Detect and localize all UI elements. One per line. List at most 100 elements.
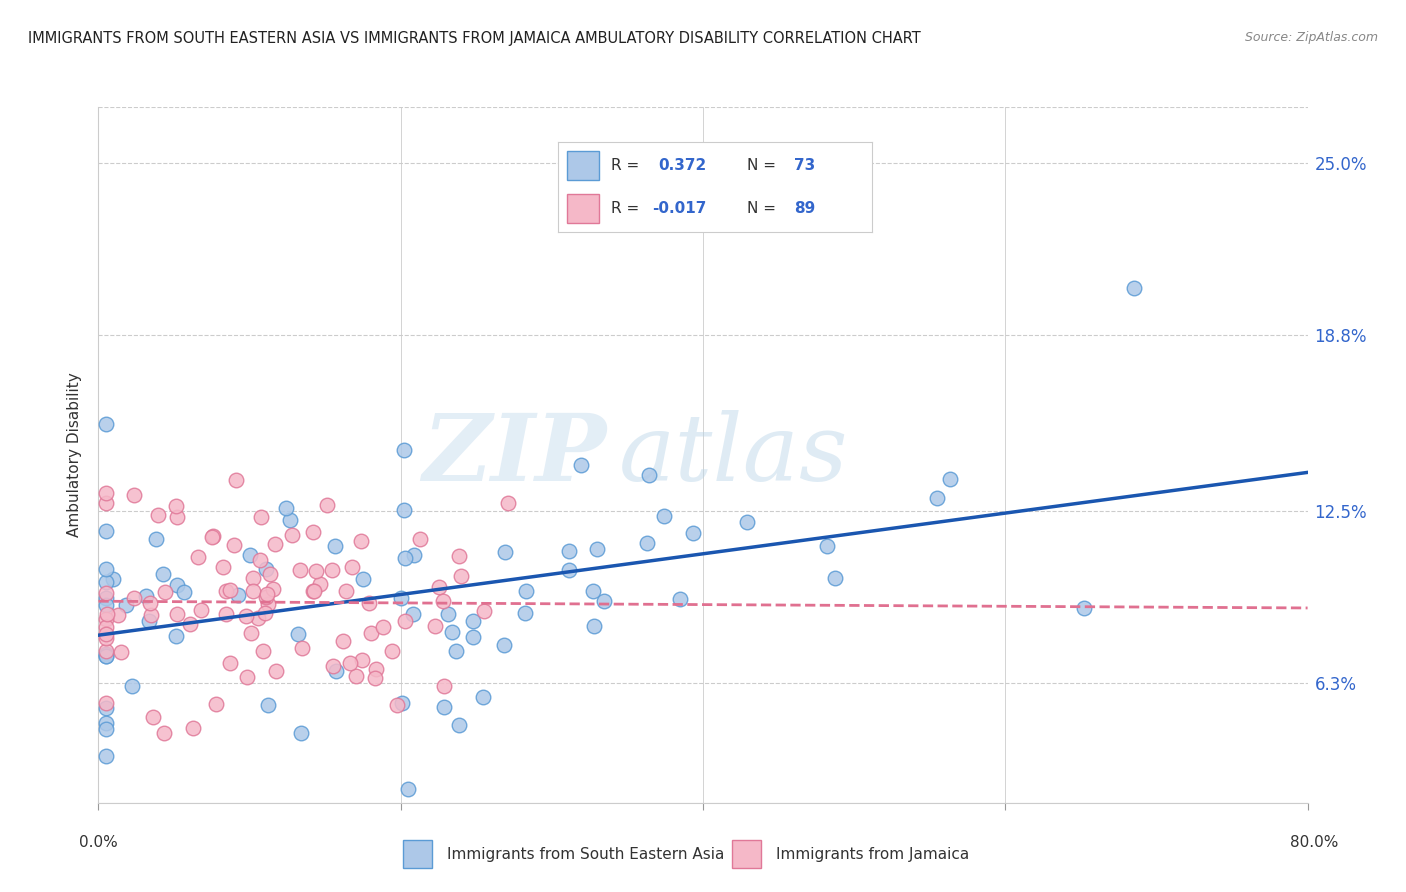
Point — [287, 627, 309, 641]
Point — [394, 550, 416, 565]
Point — [392, 503, 415, 517]
Text: 89: 89 — [793, 202, 815, 216]
Point — [332, 634, 354, 648]
Point — [264, 536, 287, 550]
Point — [302, 524, 325, 539]
Point — [94, 574, 117, 589]
Point — [325, 665, 347, 679]
Text: R =: R = — [612, 158, 640, 173]
Point — [256, 698, 278, 712]
Point — [344, 669, 367, 683]
Point — [94, 647, 117, 661]
Bar — [731, 840, 761, 868]
Point — [94, 701, 117, 715]
Point — [373, 620, 395, 634]
Point — [366, 662, 388, 676]
Point — [668, 592, 690, 607]
Point — [433, 700, 456, 714]
Point — [440, 625, 463, 640]
Point — [359, 595, 381, 609]
Point — [308, 576, 330, 591]
Point — [436, 607, 458, 621]
Point — [181, 722, 204, 736]
Point — [349, 533, 371, 548]
Text: 73: 73 — [793, 158, 815, 173]
Point — [94, 648, 117, 663]
Point — [146, 508, 169, 522]
Point — [682, 525, 704, 540]
Point — [165, 629, 187, 643]
Point — [219, 582, 242, 597]
Point — [215, 607, 238, 621]
Point — [153, 726, 176, 740]
Point — [276, 501, 298, 516]
Point — [409, 532, 432, 546]
Point — [290, 726, 312, 740]
Point — [94, 749, 117, 764]
Point — [239, 548, 262, 562]
Point — [637, 536, 659, 550]
Point — [222, 538, 245, 552]
Point — [427, 580, 450, 594]
Point — [250, 510, 273, 524]
Point — [173, 585, 195, 599]
Point — [582, 584, 605, 599]
Point — [254, 606, 277, 620]
Point — [94, 486, 117, 500]
Point — [94, 591, 117, 605]
Point — [135, 590, 157, 604]
Point — [249, 553, 271, 567]
Point — [247, 611, 270, 625]
Point — [449, 718, 471, 732]
Point — [239, 626, 262, 640]
Point — [515, 606, 537, 620]
Text: N =: N = — [747, 202, 776, 216]
Point — [389, 591, 412, 605]
Point — [322, 659, 344, 673]
Point — [190, 603, 212, 617]
Point — [94, 598, 117, 612]
Point — [114, 598, 136, 612]
Point — [141, 607, 163, 622]
Point — [94, 620, 117, 634]
Point — [242, 571, 264, 585]
Point — [179, 617, 201, 632]
Point — [278, 513, 301, 527]
Point — [385, 698, 408, 713]
Point — [94, 631, 117, 645]
Point — [342, 560, 364, 574]
Point — [110, 645, 132, 659]
Point — [391, 696, 413, 710]
Point — [101, 572, 124, 586]
Bar — [402, 840, 432, 868]
Point — [236, 669, 259, 683]
Point — [302, 584, 325, 599]
Point — [321, 563, 343, 577]
Point — [335, 584, 357, 599]
Text: 80.0%: 80.0% — [1291, 836, 1339, 850]
Point — [569, 458, 592, 473]
Text: ZIP: ZIP — [422, 410, 606, 500]
Y-axis label: Ambulatory Disability: Ambulatory Disability — [67, 373, 83, 537]
Text: IMMIGRANTS FROM SOUTH EASTERN ASIA VS IMMIGRANTS FROM JAMAICA AMBULATORY DISABIL: IMMIGRANTS FROM SOUTH EASTERN ASIA VS IM… — [28, 31, 921, 46]
Point — [494, 545, 516, 559]
Point — [463, 614, 485, 628]
Point — [218, 656, 240, 670]
Point — [350, 653, 373, 667]
Point — [515, 584, 537, 599]
Point — [447, 549, 470, 563]
Point — [94, 561, 117, 575]
Text: atlas: atlas — [619, 410, 848, 500]
Point — [824, 571, 846, 585]
Point — [281, 528, 304, 542]
Point — [472, 604, 495, 618]
Text: Source: ZipAtlas.com: Source: ZipAtlas.com — [1244, 31, 1378, 45]
Point — [138, 596, 160, 610]
Point — [94, 716, 117, 731]
Text: N =: N = — [747, 158, 776, 173]
Point — [142, 709, 165, 723]
Text: -0.017: -0.017 — [652, 202, 707, 216]
Point — [254, 562, 277, 576]
Point — [925, 491, 948, 505]
Point — [323, 539, 346, 553]
